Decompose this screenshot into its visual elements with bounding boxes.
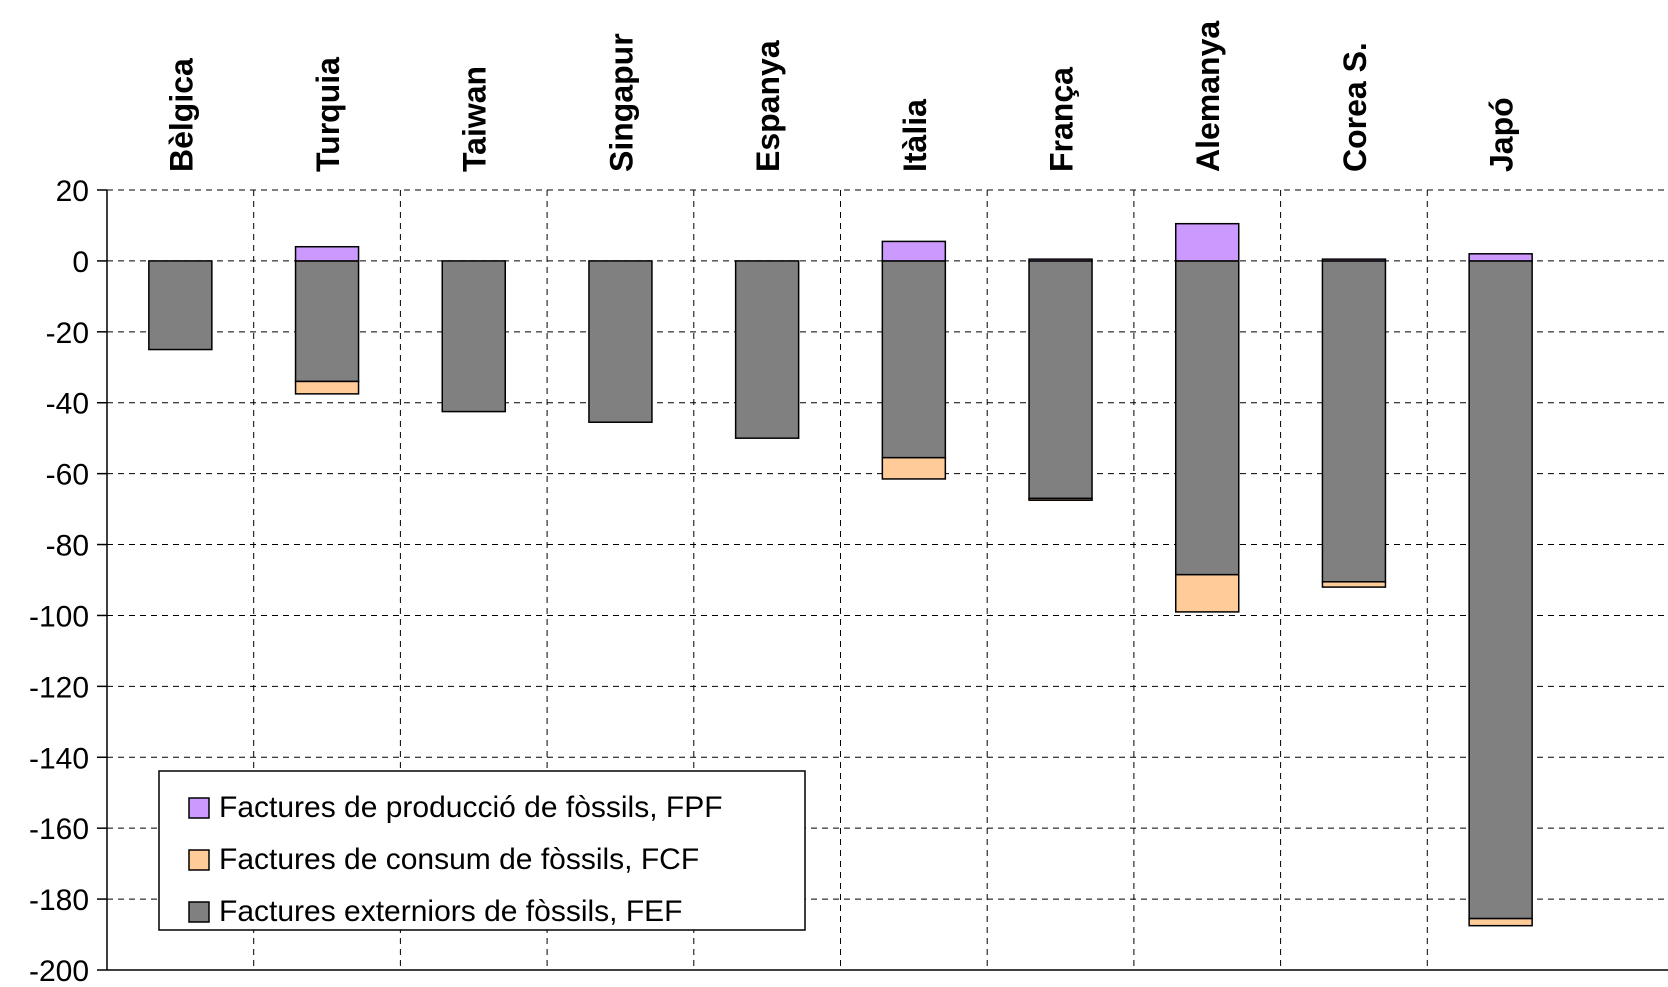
- bar-fcf: [1028, 497, 1093, 501]
- legend-swatch: [188, 849, 210, 871]
- y-tick-label: 0: [72, 246, 89, 279]
- y-tick-label: -200: [29, 955, 89, 987]
- bar-fpf: [881, 240, 947, 262]
- legend-swatch: [188, 901, 210, 923]
- bar-fpf: [1028, 258, 1093, 262]
- bar-fef: [734, 260, 800, 439]
- y-tick-label: -180: [29, 884, 89, 917]
- legend-label: Factures de consum de fòssils, FCF: [219, 843, 699, 876]
- y-tick-labels: 20 0 -20 -40 -60 -80 -100 -120 -140 -160 -180 -200: [29, 175, 89, 987]
- y-tick-label: -160: [29, 813, 89, 846]
- bar-fef: [881, 260, 947, 459]
- y-tick-label: -140: [29, 742, 89, 775]
- bar-fpf: [294, 245, 360, 262]
- category-label: França: [1044, 67, 1080, 172]
- legend-swatch: [188, 797, 210, 819]
- bar-fcf: [881, 456, 947, 480]
- y-tick-label: -60: [46, 459, 89, 492]
- legend-label: Factures de producció de fòssils, FPF: [219, 791, 723, 824]
- legend: Factures de producció de fòssils, FPF Fac…: [158, 770, 806, 931]
- bar-fef: [294, 260, 360, 383]
- y-tick-label: -80: [46, 530, 89, 563]
- y-tick-label: -120: [29, 671, 89, 704]
- y-tick-label: 20: [56, 175, 89, 208]
- category-label: Taiwan: [457, 66, 493, 172]
- bar-fpf: [1174, 222, 1240, 262]
- bar-fef: [1028, 260, 1093, 500]
- bars: [148, 222, 1533, 927]
- bar-fef: [588, 260, 653, 423]
- bar-fcf: [1174, 573, 1240, 613]
- bar-fcf: [294, 380, 360, 395]
- category-label: Japó: [1484, 97, 1520, 172]
- y-tick-label: -20: [46, 317, 89, 350]
- category-label: Bèlgica: [163, 58, 199, 172]
- axes: [97, 189, 1668, 971]
- bar-fef: [1174, 260, 1240, 576]
- bar-fef: [1468, 260, 1533, 920]
- legend-box: [158, 770, 806, 931]
- y-tick-label: -40: [46, 388, 89, 421]
- bar-fef: [1321, 260, 1387, 583]
- category-labels: Bèlgica Turquia Taiwan Singapur Espanya Itàli…: [163, 21, 1519, 172]
- bar-fef: [148, 260, 213, 351]
- y-tick-label: -100: [29, 600, 89, 633]
- bar-fpf: [1468, 253, 1533, 262]
- category-label: Turquia: [310, 57, 346, 172]
- bar-fef: [441, 260, 506, 413]
- category-label: Corea S.: [1337, 42, 1373, 172]
- bar-fpf: [1321, 258, 1387, 262]
- legend-label: Factures externiors de fòssils, FEF: [219, 895, 682, 928]
- category-label: Singapur: [603, 33, 639, 172]
- bar-fcf: [1321, 581, 1387, 588]
- category-label: Itàlia: [897, 99, 933, 172]
- bar-fcf: [1468, 917, 1533, 927]
- category-label: Alemanya: [1190, 21, 1226, 172]
- category-label: Espanya: [750, 40, 786, 172]
